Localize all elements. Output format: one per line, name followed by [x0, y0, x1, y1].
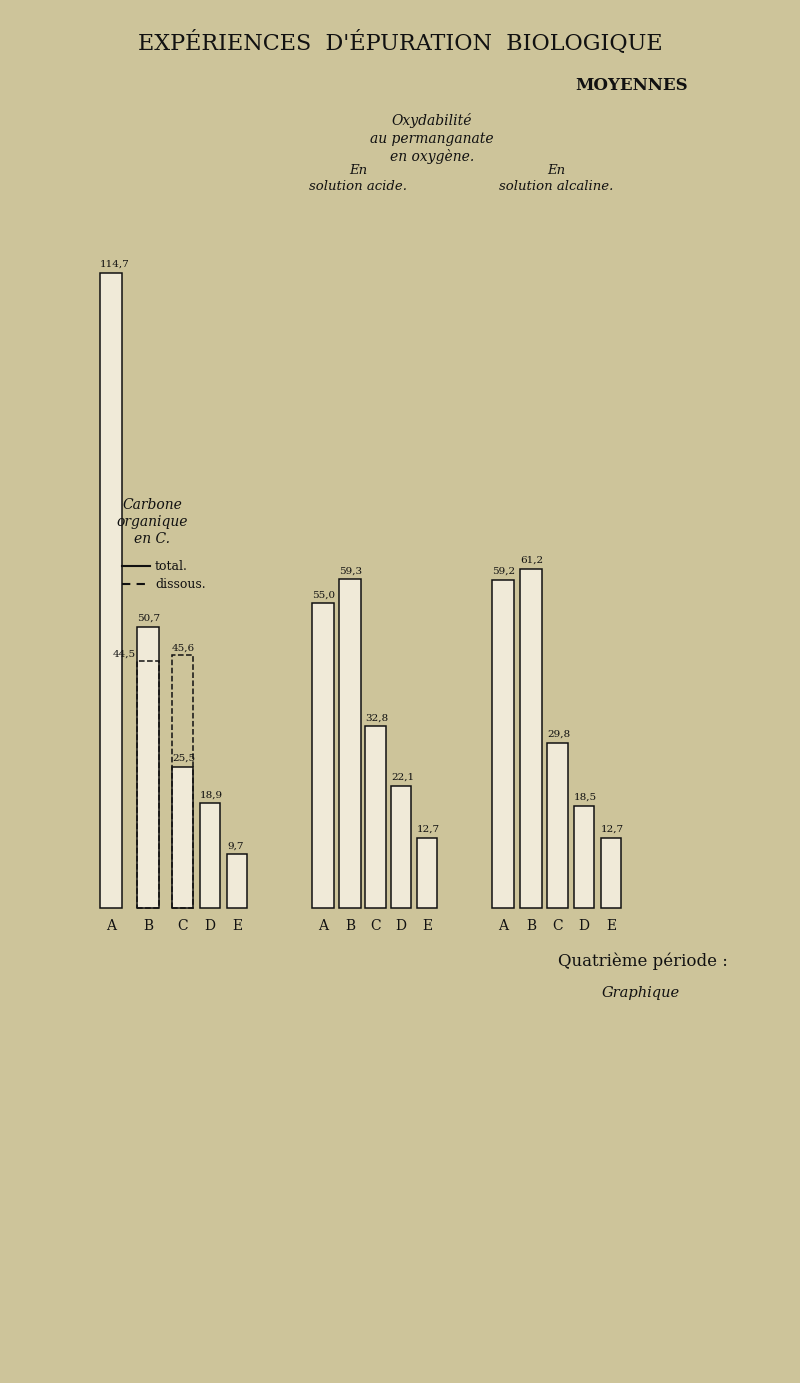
Text: MOYENNES: MOYENNES	[576, 76, 688, 94]
Bar	[137, 626, 159, 909]
Text: Graphique: Graphique	[602, 986, 680, 1000]
Text: Carbone: Carbone	[122, 498, 182, 512]
Text: 12,7: 12,7	[601, 824, 624, 834]
Text: B: B	[345, 918, 355, 934]
Text: En: En	[349, 165, 367, 177]
Text: B: B	[143, 918, 153, 934]
Text: organique: organique	[116, 514, 188, 530]
Text: Quatrième période :: Quatrième période :	[558, 953, 728, 969]
Text: 12,7: 12,7	[417, 824, 440, 834]
Text: En: En	[547, 165, 565, 177]
Bar	[417, 838, 437, 909]
Text: EXPÉRIENCES  D'ÉPURATION  BIOLOGIQUE: EXPÉRIENCES D'ÉPURATION BIOLOGIQUE	[138, 30, 662, 55]
Text: E: E	[606, 918, 616, 934]
Text: 18,5: 18,5	[574, 792, 597, 802]
Bar	[172, 766, 193, 909]
Text: 114,7: 114,7	[100, 260, 130, 268]
Text: 9,7: 9,7	[227, 841, 243, 851]
Text: 25,5: 25,5	[172, 754, 195, 763]
Bar	[547, 743, 568, 909]
Text: en C.: en C.	[134, 532, 170, 546]
Bar	[312, 603, 334, 909]
Bar	[520, 568, 542, 909]
Text: 32,8: 32,8	[365, 714, 388, 722]
Text: B: B	[526, 918, 536, 934]
Text: 61,2: 61,2	[520, 556, 543, 564]
Bar	[492, 579, 514, 909]
Bar	[574, 805, 594, 909]
Bar	[172, 656, 193, 909]
Text: A: A	[498, 918, 508, 934]
Text: Oxydabilité: Oxydabilité	[392, 113, 472, 129]
Text: E: E	[232, 918, 242, 934]
Text: D: D	[205, 918, 215, 934]
Text: solution acide.: solution acide.	[309, 181, 407, 194]
Text: 59,2: 59,2	[492, 567, 515, 577]
Bar	[137, 661, 159, 909]
Text: dissous.: dissous.	[155, 578, 206, 591]
Text: A: A	[318, 918, 328, 934]
Text: 50,7: 50,7	[137, 614, 160, 624]
Text: 22,1: 22,1	[391, 773, 414, 781]
Bar	[100, 272, 122, 909]
Text: C: C	[177, 918, 188, 934]
Bar	[339, 579, 361, 909]
Text: total.: total.	[155, 560, 188, 573]
Bar	[365, 726, 386, 909]
Bar	[227, 855, 247, 909]
Text: 55,0: 55,0	[312, 591, 335, 599]
Text: solution alcaline.: solution alcaline.	[499, 181, 613, 194]
Text: C: C	[552, 918, 563, 934]
Text: D: D	[395, 918, 406, 934]
Text: C: C	[370, 918, 381, 934]
Bar	[601, 838, 621, 909]
Text: 44,5: 44,5	[113, 650, 136, 658]
Text: D: D	[578, 918, 590, 934]
Text: E: E	[422, 918, 432, 934]
Bar	[391, 786, 411, 909]
Bar	[200, 804, 220, 909]
Text: 45,6: 45,6	[172, 643, 195, 653]
Text: 18,9: 18,9	[200, 790, 223, 799]
Text: au permanganate: au permanganate	[370, 131, 494, 147]
Text: en oxygène.: en oxygène.	[390, 149, 474, 165]
Text: A: A	[106, 918, 116, 934]
Text: 59,3: 59,3	[339, 567, 362, 575]
Text: 29,8: 29,8	[547, 730, 570, 739]
